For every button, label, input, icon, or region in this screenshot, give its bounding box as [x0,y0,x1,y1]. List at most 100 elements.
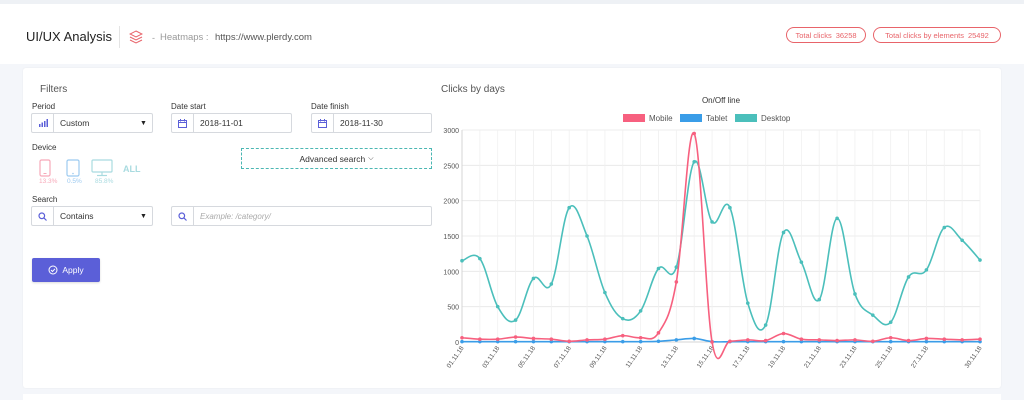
search-label: Search [32,195,58,204]
y-tick-label: 0 [455,340,459,347]
date-start-label: Date start [171,102,206,111]
x-tick-label: 25.11.18 [874,345,894,370]
desktop-device-icon[interactable] [91,159,113,177]
data-point-mobile [495,337,500,341]
y-tick-label: 2500 [443,163,459,170]
breadcrumb-section: Heatmaps : [160,32,209,43]
y-tick-label: 1000 [443,269,459,276]
data-point-desktop [674,265,679,269]
device-label: Device [32,143,57,152]
data-point-desktop [478,256,482,261]
date-start-field[interactable]: 2018-11-01 [171,113,292,133]
x-tick-label: 27.11.18 [910,345,930,370]
data-point-desktop [799,260,804,264]
x-tick-label: 17.11.18 [731,345,751,370]
data-point-mobile [531,336,536,341]
data-point-mobile [942,337,947,341]
chart-title: Clicks by days [441,84,505,95]
y-tick-label: 3000 [443,128,459,135]
legend-label-mobile: Mobile [649,114,673,123]
date-finish-value: 2018-11-30 [340,118,383,128]
title-divider [119,26,120,48]
data-point-tablet [781,339,786,344]
series-line-mobile [461,132,981,360]
data-point-mobile [799,337,804,341]
data-point-mobile [567,339,571,344]
period-label: Period [32,102,56,111]
layers-icon[interactable] [129,30,143,44]
data-point-desktop [835,216,839,221]
apply-button[interactable]: Apply [32,258,100,282]
data-point-tablet [924,339,929,344]
data-point-desktop [692,160,697,164]
data-point-tablet [674,338,679,342]
data-point-mobile [710,340,714,344]
data-point-desktop [638,309,643,313]
search-mode-value: Contains [60,211,94,221]
calendar-icon [172,114,194,132]
legend-label-tablet: Tablet [706,114,728,123]
advanced-search-label: Advanced search [299,153,366,164]
data-point-tablet [531,339,536,344]
data-point-desktop [960,238,964,243]
x-tick-label: 19.11.18 [767,345,787,370]
data-point-tablet [638,339,643,344]
data-point-mobile [817,338,822,342]
signal-icon [32,114,54,132]
data-point-mobile [960,338,964,342]
breadcrumb-separator: - [152,33,155,43]
data-point-mobile [513,335,518,339]
data-point-tablet [888,339,893,344]
data-point-mobile [692,131,697,136]
badge-label: Total clicks [795,30,832,40]
check-circle-icon [48,265,58,275]
next-card [23,394,1001,400]
search-mode-select[interactable]: Contains ▼ [31,206,153,226]
filters-title: Filters [40,84,68,95]
chevron-down-icon: ▼ [140,212,147,220]
site-url: https://www.plerdy.com [215,32,312,43]
date-finish-field[interactable]: 2018-11-30 [311,113,432,133]
data-point-desktop [906,275,911,279]
period-select[interactable]: Custom ▼ [31,113,153,133]
search-icon [32,207,54,225]
data-point-mobile [656,331,661,335]
period-value: Custom [60,118,90,128]
search-input[interactable]: Example: /category/ [171,206,432,226]
x-tick-label: 11.11.18 [625,345,645,369]
data-point-desktop [817,297,822,302]
date-finish-label: Date finish [311,102,349,111]
y-tick-label: 1500 [443,234,459,241]
mobile-device-icon[interactable] [39,159,51,177]
tablet-device-icon[interactable] [66,159,80,177]
top-bar: UI/UX Analysis - Heatmaps : https://www.… [0,0,1024,64]
x-tick-label: 13.11.18 [660,345,680,370]
data-point-mobile [620,333,625,338]
data-point-mobile [978,337,982,341]
legend-swatch-desktop [735,114,757,122]
legend-swatch-tablet [680,114,702,122]
all-devices-toggle[interactable]: ALL [123,164,141,174]
data-point-tablet [978,339,982,344]
mobile-percent: 13.3% [39,178,58,185]
advanced-search-toggle[interactable]: Advanced search ⌵ [241,148,432,169]
page-title: UI/UX Analysis [26,29,112,44]
data-point-tablet [942,339,947,344]
data-point-desktop [531,276,536,281]
data-point-tablet [513,339,518,344]
data-point-tablet [799,339,804,344]
data-point-tablet [549,339,554,344]
total-clicks-by-elements-badge: Total clicks by elements 25492 [873,27,1001,43]
apply-label: Apply [62,265,84,275]
data-point-desktop [495,304,500,309]
data-point-mobile [835,338,839,343]
data-point-mobile [549,337,554,341]
data-point-mobile [888,335,893,340]
data-point-desktop [763,323,768,327]
x-tick-label: 05.11.18 [517,345,537,370]
badge-value: 36258 [835,30,857,40]
data-point-desktop [781,230,786,235]
data-point-desktop [585,234,589,238]
total-clicks-badge: Total clicks 36258 [786,27,866,43]
data-point-mobile [763,338,768,343]
